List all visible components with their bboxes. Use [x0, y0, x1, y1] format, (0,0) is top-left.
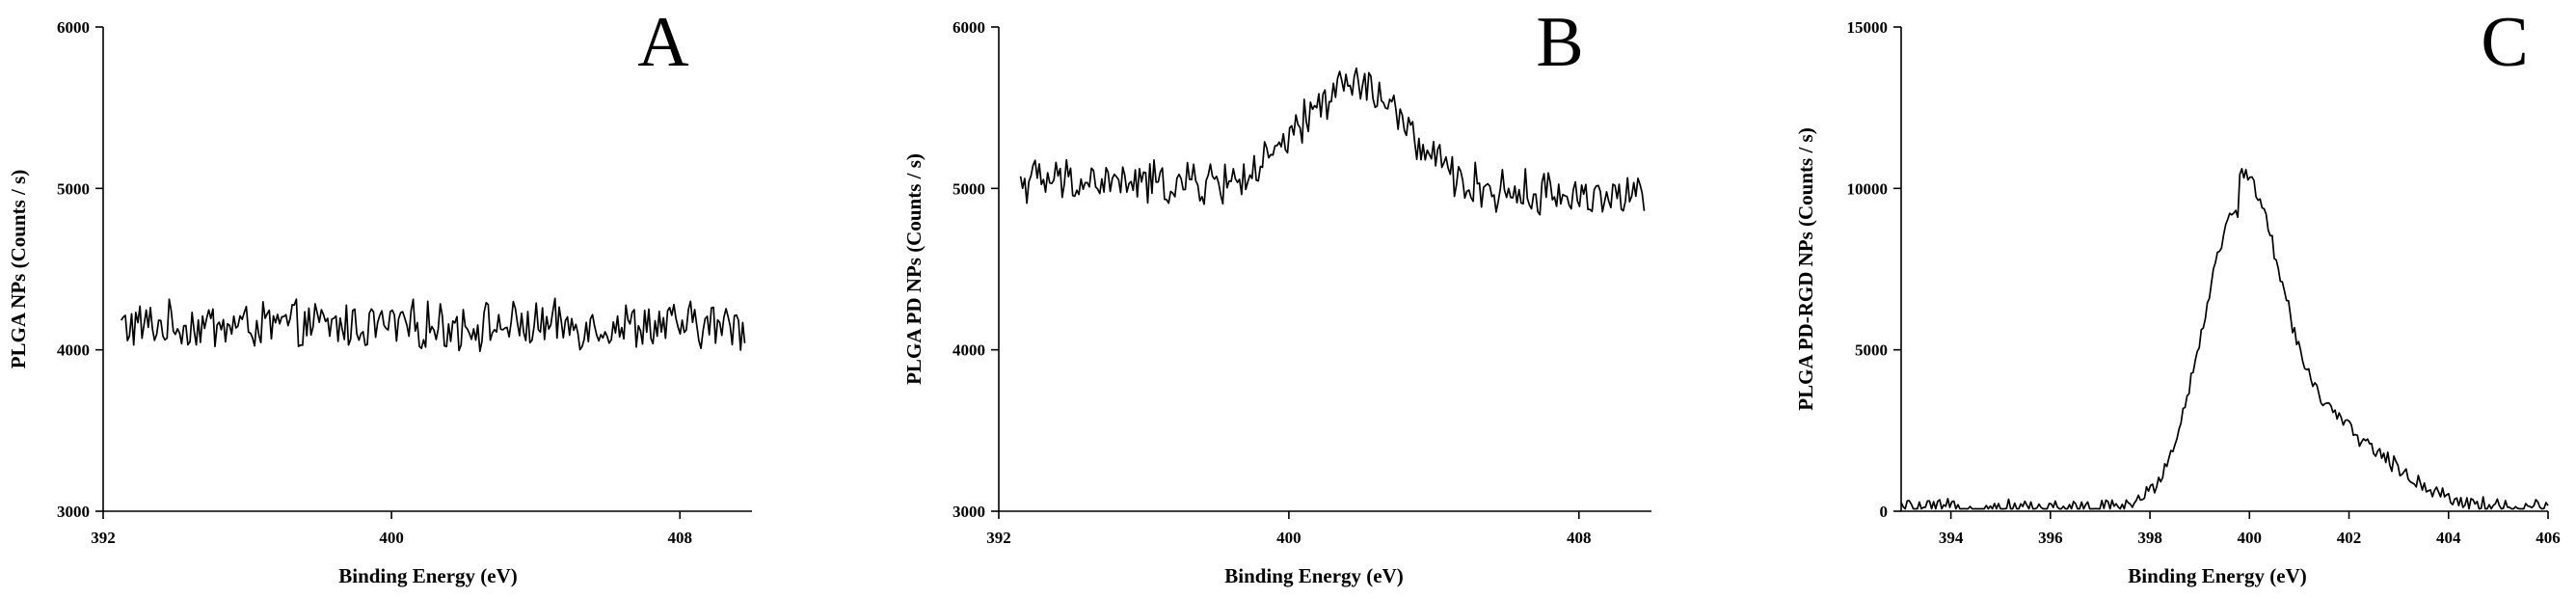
panel-b-axes: [998, 27, 1651, 512]
x-tick-label: 394: [1939, 529, 1964, 547]
x-tick-label: 408: [1567, 529, 1592, 547]
panel-a-ticks: 392 400 408 3000 4000 5000 6000: [57, 18, 692, 547]
x-tick-label: 406: [2536, 529, 2561, 547]
x-tick-label: 392: [91, 529, 116, 547]
panel-a-xlabel: Binding Energy (eV): [338, 564, 518, 587]
y-tick-label: 3000: [57, 503, 90, 521]
y-tick-label: 6000: [953, 18, 985, 37]
y-tick-label: 0: [1880, 503, 1889, 521]
y-tick-label: 5000: [57, 179, 90, 198]
x-tick-label: 400: [2238, 529, 2263, 547]
y-tick-label: 15000: [1847, 18, 1889, 37]
y-tick-label: 5000: [1855, 341, 1888, 360]
y-tick-label: 5000: [953, 179, 985, 198]
panel-a-axes: [102, 27, 752, 512]
y-tick-label: 3000: [953, 503, 985, 521]
panel-c-ticks: 394 396 398 400 402 404 406 0 5000 10000 15000: [1847, 18, 2561, 547]
panel-c: C 394 396 398 400 402 404 406 0 5000 10000 15000 B…: [1794, 3, 2561, 587]
panel-b-ylabel: PLGA PD NPs (Counts / s): [902, 153, 926, 385]
panel-b-ticks: 392 400 408 3000 4000 5000 6000: [953, 18, 1592, 547]
panel-b-xlabel: Binding Energy (eV): [1224, 564, 1404, 587]
x-tick-label: 400: [379, 529, 404, 547]
panel-letter-a: A: [637, 3, 688, 82]
y-tick-label: 4000: [953, 341, 985, 360]
x-tick-label: 392: [986, 529, 1011, 547]
panel-c-axes: [1900, 27, 2548, 512]
y-tick-label: 10000: [1847, 179, 1889, 198]
x-tick-label: 400: [1276, 529, 1301, 547]
panel-a-spectrum-line: [120, 297, 746, 353]
panel-b-spectrum-line: [1019, 67, 1646, 216]
x-tick-label: 404: [2436, 529, 2461, 547]
x-tick-label: 402: [2337, 529, 2362, 547]
panel-b: B 392 400 408 3000 4000 5000 6000 Binding Ener…: [902, 3, 1651, 587]
panel-c-xlabel: Binding Energy (eV): [2128, 564, 2307, 587]
x-tick-label: 408: [667, 529, 692, 547]
panel-a-ylabel: PLGA NPs (Counts / s): [7, 170, 30, 369]
x-tick-label: 398: [2137, 529, 2162, 547]
y-tick-label: 6000: [57, 18, 90, 37]
panel-letter-c: C: [2481, 3, 2528, 82]
x-tick-label: 396: [2038, 529, 2063, 547]
panel-c-ylabel: PLGA PD-RGD NPs (Counts / s): [1794, 127, 1817, 410]
panel-a: A 392 400 408 3000 4000 5000 6000 Binding Ener…: [7, 3, 752, 587]
panel-c-spectrum-line: [1900, 168, 2549, 510]
y-tick-label: 4000: [57, 341, 90, 360]
panel-letter-b: B: [1536, 3, 1583, 82]
